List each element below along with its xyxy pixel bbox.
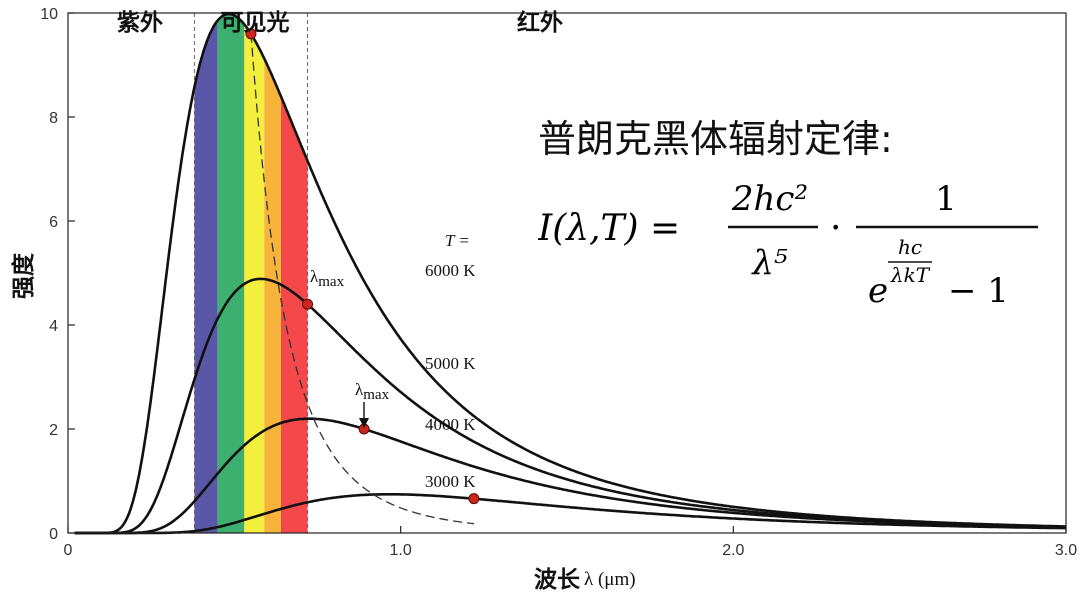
formula-exp-den: λkT [890, 263, 931, 287]
formula-dot: · [830, 208, 841, 249]
formula-exp-num: hc [898, 235, 922, 259]
axes: 0 1.0 2.0 3.0 0 2 4 6 8 10 [40, 6, 1077, 559]
region-label-0: 紫外 [117, 9, 163, 36]
x-axis-title: 波长 [534, 567, 581, 593]
y-tick-label: 10 [40, 6, 58, 23]
plot-frame [67, 12, 1067, 534]
peak-point-6000k [245, 28, 257, 40]
formula-den1: λ⁵ [750, 243, 788, 283]
intensity-curves [74, 12, 1067, 535]
x-tick-label: 3.0 [1055, 542, 1077, 559]
lambda-max-label-2: λmax [355, 380, 390, 403]
formula-num2: 1 [935, 180, 957, 219]
formula-graphic: I(λ,T) = 2hc² λ⁵ · 1 e hc λkT − 1 [537, 179, 1038, 311]
x-tick-label: 1.0 [390, 542, 412, 559]
visible-band-2 [244, 14, 265, 533]
curve-label-4000k: 4000 K [425, 415, 476, 434]
visible-band-0 [194, 14, 218, 533]
formula-lhs: I(λ,T) = [538, 208, 680, 249]
band-group [194, 14, 308, 533]
lambda-max-label-1: λmax [310, 267, 345, 290]
x-tick-label: 0 [64, 542, 73, 559]
peak-point-5000k [302, 298, 314, 310]
lambda-max-label-1-sub: max [318, 274, 344, 290]
visible-band-4 [280, 14, 308, 533]
y-tick-label: 4 [49, 318, 58, 335]
lambda-max-label-2-sub: max [363, 387, 389, 403]
y-tick-label: 8 [49, 110, 58, 127]
y-tick-label: 6 [49, 214, 58, 231]
y-tick-label: 2 [49, 422, 58, 439]
planck-formula: I(λ,T) = 2hc² λ⁵ · 1 e hc λkT − 1 [537, 179, 1058, 329]
curve-3000k [74, 493, 1067, 535]
formula-den2-tail: − 1 [948, 271, 1009, 311]
region-label-1: 可见光 [221, 10, 290, 36]
chart-labels: 波长 λ (μm) 强度 紫外 可见光 红外 T = 6000 K 5000 K 4000 K 30… [10, 9, 636, 593]
x-tick-label: 2.0 [722, 542, 744, 559]
y-axis-title: 强度 [10, 252, 37, 299]
visible-spectrum-bands [193, 13, 309, 533]
curve-label-6000k: 6000 K [425, 261, 476, 280]
lambda-max-arrowhead [359, 418, 369, 428]
law-title: 普朗克黑体辐射定律: [538, 117, 893, 161]
formula-den2-base: e [868, 271, 888, 311]
curve-label-5000k: 5000 K [425, 354, 476, 373]
lambda-max-label-1-text: λmax [310, 267, 345, 290]
y-tick-label: 0 [49, 526, 58, 543]
visible-band-1 [217, 14, 245, 533]
curve-4000k [74, 417, 1066, 535]
lambda-max-label-2-text: λmax [355, 380, 390, 403]
curve-label-3000k: 3000 K [425, 472, 476, 491]
visible-band-3 [264, 14, 281, 533]
formula-num1: 2hc² [731, 180, 808, 219]
x-axis-unit: λ (μm) [584, 569, 636, 590]
region-label-2: 红外 [517, 9, 563, 36]
legend-header: T = [445, 231, 470, 250]
peak-point-3000k [468, 493, 480, 505]
